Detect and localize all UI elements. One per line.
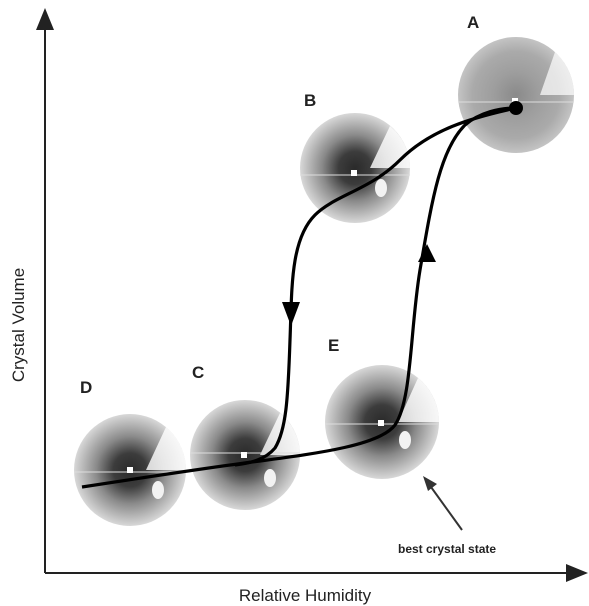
y-axis-label: Crystal Volume	[9, 268, 28, 382]
state-label: D	[80, 378, 92, 397]
annotation: best crystal state	[398, 542, 496, 556]
y-axis-arrow	[36, 8, 54, 30]
disc-a	[458, 37, 574, 153]
annotation-arrow-line	[431, 487, 462, 530]
annotation-arrow-head	[423, 476, 437, 491]
x-axis-label: Relative Humidity	[239, 586, 372, 605]
disc-e	[325, 365, 439, 479]
down-arrow	[282, 302, 300, 326]
disc-d	[74, 414, 186, 526]
up-arrow	[418, 244, 436, 262]
x-axis-arrow	[566, 564, 588, 582]
state-label: E	[328, 336, 339, 355]
start-point	[509, 101, 523, 115]
diagram: A B C D E best crystal state Relative Hu…	[0, 0, 589, 606]
state-label: A	[467, 13, 479, 32]
state-label: C	[192, 363, 204, 382]
state-label: B	[304, 91, 316, 110]
